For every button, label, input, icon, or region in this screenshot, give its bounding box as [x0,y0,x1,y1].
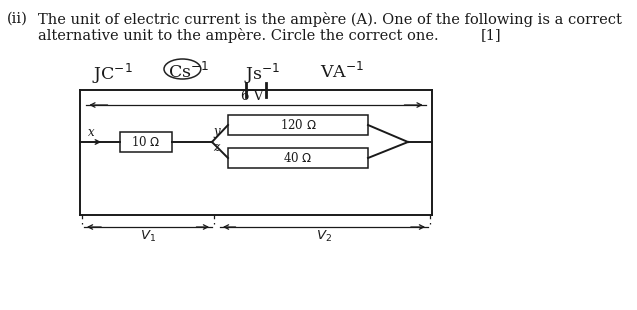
Bar [120,132,172,152]
Text: [1]: [1] [481,28,501,42]
Text: z: z [213,141,220,154]
Text: 10 $\Omega$: 10 $\Omega$ [131,135,161,149]
Text: Js$^{-1}$: Js$^{-1}$ [244,62,280,86]
Text: alternative unit to the ampère. Circle the correct one.: alternative unit to the ampère. Circle t… [38,28,439,43]
Text: 6 V: 6 V [241,90,263,103]
Text: Cs$^{-1}$: Cs$^{-1}$ [168,62,209,82]
Text: (ii): (ii) [6,12,27,26]
Text: $V_1$: $V_1$ [140,229,156,244]
Text: x: x [88,126,94,139]
Text: $V_2$: $V_2$ [316,229,332,244]
Text: 40 $\Omega$: 40 $\Omega$ [283,151,313,165]
Text: JC$^{-1}$: JC$^{-1}$ [92,62,132,86]
Text: VA$^{-1}$: VA$^{-1}$ [320,62,364,82]
Text: The unit of electric current is the ampère (A). One of the following is a correc: The unit of electric current is the ampè… [38,12,622,27]
Bar [228,148,368,168]
Text: 120 $\Omega$: 120 $\Omega$ [280,118,317,132]
Bar [228,115,368,135]
Text: y: y [213,125,220,138]
